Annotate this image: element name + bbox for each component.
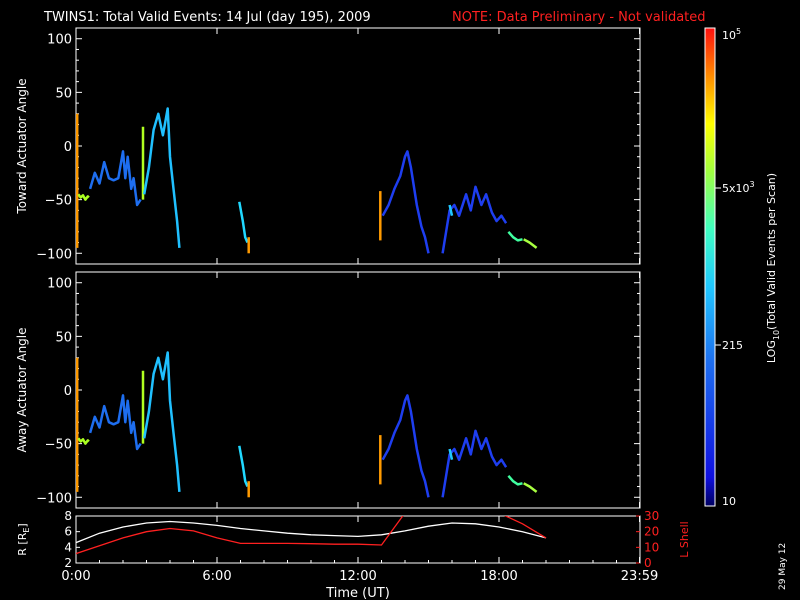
y-tick-label: 50	[55, 86, 72, 101]
y-tick-label: 0	[64, 140, 72, 155]
data-trace	[77, 193, 90, 201]
data-trace	[88, 150, 142, 207]
data-trace	[88, 394, 142, 451]
data-trace	[448, 448, 454, 460]
lshell-line	[76, 516, 404, 555]
data-trace	[77, 437, 90, 445]
data-trace	[441, 429, 508, 498]
plot-frame	[75, 515, 641, 564]
r-axis-label: R [RE]	[16, 523, 31, 555]
chart-title: TWINS1: Total Valid Events: 14 Jul (day …	[43, 10, 371, 25]
y2-tick-label: 30	[644, 509, 659, 523]
y-axis-label: Away Actuator Angle	[15, 327, 29, 452]
data-trace	[441, 185, 508, 254]
x-tick-label: 23:59	[621, 569, 658, 584]
plot-frame	[75, 27, 641, 265]
y-axis-label: Toward Actuator Angle	[15, 78, 29, 214]
data-trace	[381, 394, 430, 498]
r-line	[76, 520, 547, 544]
y-tick-label: −100	[36, 247, 72, 262]
y-tick-label: 2	[64, 556, 72, 570]
data-trace	[142, 351, 181, 493]
preliminary-note: NOTE: Data Preliminary - Not validated	[452, 10, 706, 25]
y2-tick-label: 20	[644, 525, 659, 539]
lshell-line	[504, 516, 547, 539]
colorbar-gradient	[704, 27, 716, 507]
data-trace	[381, 150, 430, 254]
date-stamp: 29 May 12	[778, 543, 788, 590]
data-trace	[448, 204, 454, 216]
data-trace	[142, 107, 181, 249]
data-trace	[523, 482, 538, 493]
y-tick-label: 100	[47, 33, 72, 48]
y-tick-label: 6	[64, 525, 72, 539]
y-tick-label: 100	[47, 277, 72, 292]
y-tick-label: 4	[64, 540, 72, 554]
x-tick-label: 0:00	[61, 569, 90, 584]
data-trace	[507, 230, 523, 242]
colorbar-max-label: 105	[722, 27, 741, 42]
y-tick-label: −100	[36, 491, 72, 506]
colorbar-low-label: 215	[722, 339, 743, 352]
toward-panel: 100 50 0 −50 −100 Toward Actuator Angle	[15, 27, 641, 265]
lshell-axis-label: L Shell	[678, 521, 691, 557]
data-trace	[238, 445, 249, 487]
title: TWINS1: Total Valid Events: 14 Jul (day …	[43, 10, 706, 25]
y2-tick-label: 10	[644, 540, 659, 554]
data-trace	[238, 201, 249, 243]
y-tick-label: 8	[64, 509, 72, 523]
y-tick-label: −50	[45, 438, 72, 453]
colorbar-mid-label: 5x103	[722, 180, 755, 195]
away-panel: 100 50 0 −50 −100 Away Actuator Angle	[15, 271, 641, 509]
x-tick-label: 18:00	[480, 569, 517, 584]
x-tick-label: 12:00	[339, 569, 376, 584]
colorbar-min-label: 10	[722, 495, 736, 508]
x-axis-label: Time (UT)	[325, 586, 390, 600]
y-tick-label: 50	[55, 330, 72, 345]
y-tick-label: 0	[64, 384, 72, 399]
colorbar-label: LOG10(Total Valid Events per Scan)	[765, 173, 781, 363]
y2-tick-label: 0	[644, 556, 652, 570]
plot-frame	[75, 271, 641, 509]
data-trace	[523, 238, 538, 249]
data-trace	[507, 474, 523, 486]
x-tick-label: 6:00	[202, 569, 231, 584]
colorbar: 105 5x103 215 10 LOG10(Total Valid Event…	[704, 27, 781, 508]
y-tick-label: −50	[45, 194, 72, 209]
